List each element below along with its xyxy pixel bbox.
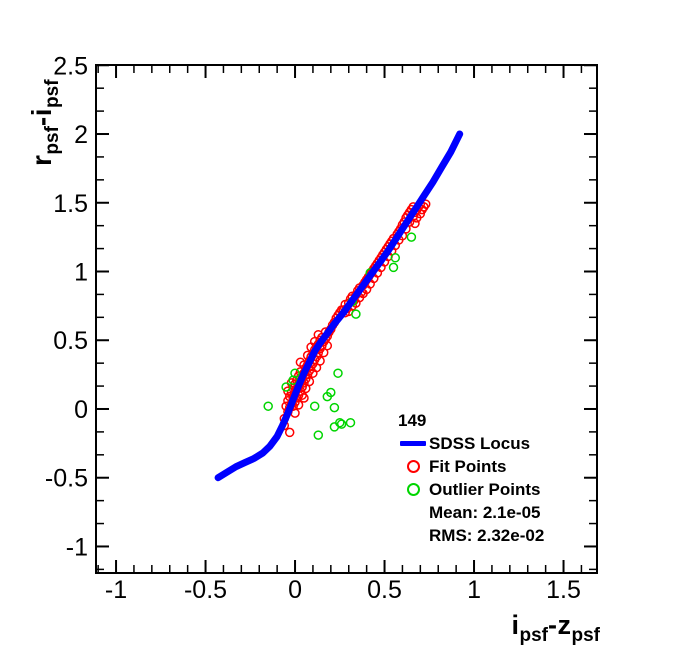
x-tick-label: 1 xyxy=(467,576,481,604)
legend-row-locus: SDSS Locus xyxy=(397,432,544,455)
fit-points-circle-swatch xyxy=(406,460,420,473)
y-axis-title: rpsf-ipsf xyxy=(26,79,64,166)
y-tick-label: 1.5 xyxy=(53,190,88,218)
legend-label-outlier-points: Outlier Points xyxy=(429,479,541,499)
outlier-points-circle-swatch xyxy=(406,483,420,496)
y-tick-label: -0.5 xyxy=(45,465,88,493)
x-axis: -1 -0.5 0 0.5 1 1.5 xyxy=(97,65,583,604)
legend-label-fit-points: Fit Points xyxy=(429,456,507,476)
legend-stat-rms: RMS: 2.32e-02 xyxy=(429,525,545,545)
legend-row-count: 149 xyxy=(397,409,544,432)
x-tick-label: -1 xyxy=(105,576,127,604)
legend-point-count: 149 xyxy=(398,410,427,430)
x-axis-title-sub2: psf xyxy=(571,625,601,646)
y-axis: 2.5 2 1.5 1 0.5 0 -0.5 -1 xyxy=(45,52,597,571)
locus-line-swatch xyxy=(400,441,426,446)
y-tick-label: 0 xyxy=(74,396,88,424)
y-axis-title-base1: r xyxy=(26,154,57,166)
legend-row-outlier-points: Outlier Points xyxy=(397,478,544,501)
legend-marker-cell xyxy=(397,460,429,473)
y-tick-label: 1 xyxy=(74,258,88,286)
legend-marker-cell xyxy=(397,483,429,496)
legend-label-locus: SDSS Locus xyxy=(429,433,531,453)
y-tick-label: -1 xyxy=(66,533,88,561)
y-axis-title-sub1: psf xyxy=(42,126,63,155)
legend-row-fit-points: Fit Points xyxy=(397,455,544,478)
y-tick-label: 2 xyxy=(74,121,88,149)
legend: 149 SDSS Locus Fit Points Outlier Points… xyxy=(397,409,544,547)
x-axis-title: ipsf-zpsf xyxy=(400,610,600,647)
series-outlier-points xyxy=(263,232,417,440)
x-tick-label: 0.5 xyxy=(367,576,402,604)
x-axis-title-base1: i xyxy=(511,610,520,640)
y-axis-title-sub2: psf xyxy=(42,79,63,108)
legend-stat-mean: Mean: 2.1e-05 xyxy=(429,502,541,522)
legend-row-rms: RMS: 2.32e-02 xyxy=(397,524,544,547)
x-axis-title-sub1: psf xyxy=(519,625,549,646)
y-tick-label: 0.5 xyxy=(53,327,88,355)
x-tick-label: 0 xyxy=(288,576,302,604)
y-axis-title-base2: -i xyxy=(26,107,57,127)
series-sdss-locus xyxy=(214,130,464,482)
plot-frame xyxy=(95,64,598,574)
x-tick-label: -0.5 xyxy=(184,576,227,604)
x-axis-title-base2: -z xyxy=(548,610,572,640)
legend-marker-cell xyxy=(397,441,429,446)
x-tick-label: 1.5 xyxy=(546,576,581,604)
legend-row-mean: Mean: 2.1e-05 xyxy=(397,501,544,524)
y-tick-label: 2.5 xyxy=(53,52,88,80)
